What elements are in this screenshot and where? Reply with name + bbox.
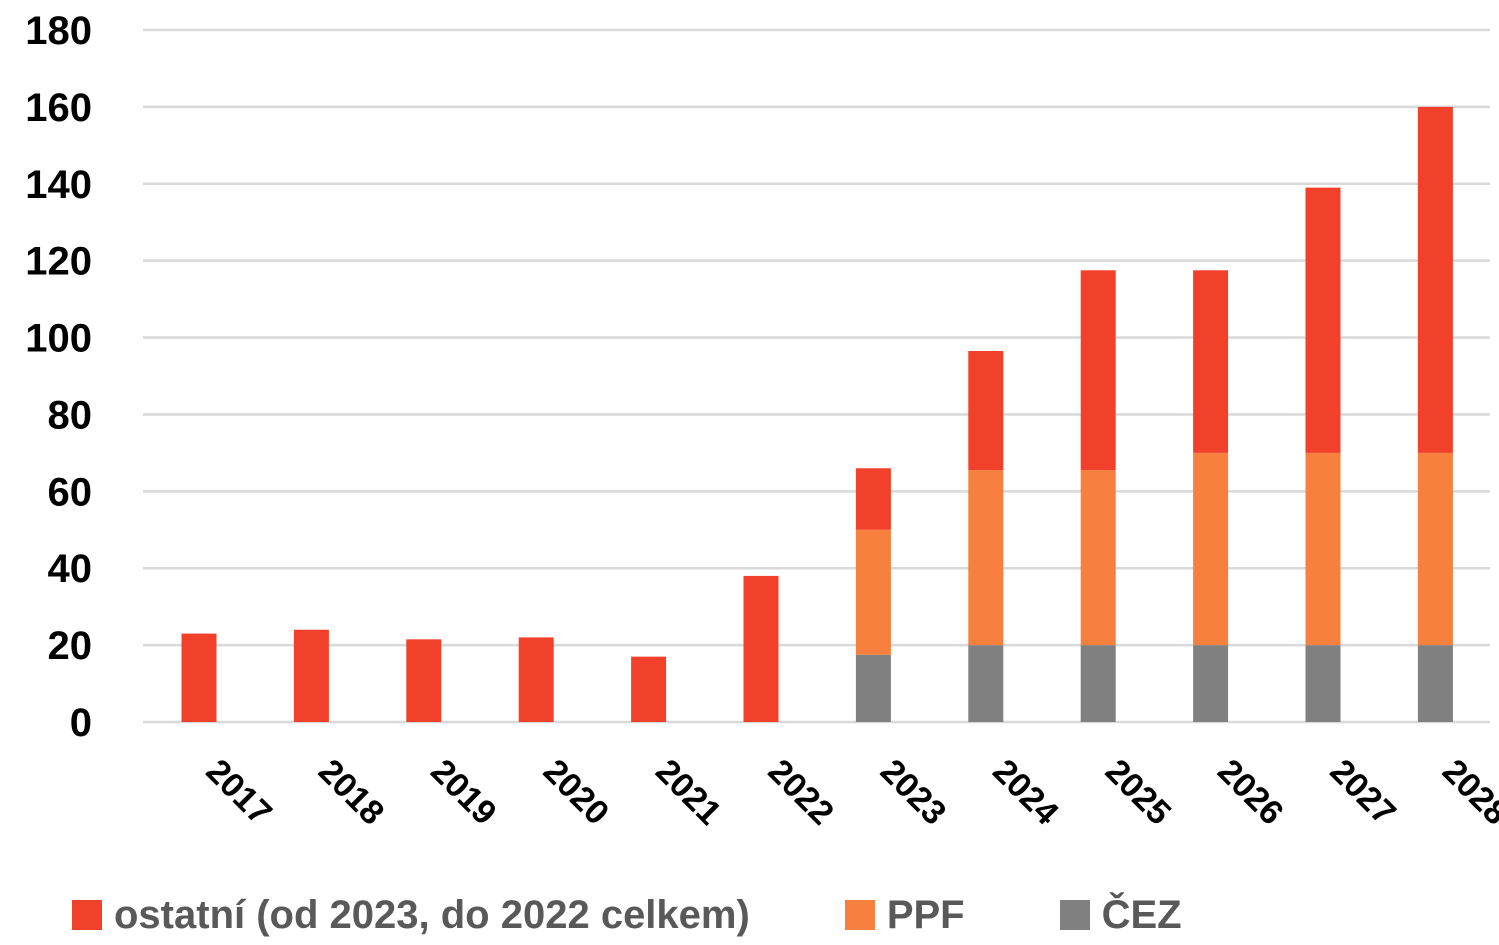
bar-2021-series-2 [631, 656, 667, 722]
legend-label-cez: ČEZ [1101, 892, 1182, 937]
bar-2027-series-2 [1305, 187, 1341, 453]
bar-2023-series-0 [855, 654, 891, 722]
bar-2023-series-1 [855, 529, 891, 655]
legend-swatch-ppf [844, 900, 875, 930]
x-tick-label-2020: 2020 [536, 752, 616, 832]
bar-2025-series-1 [1080, 470, 1116, 646]
legend-label-ppf: PPF [886, 892, 965, 937]
x-tick-label-2028: 2028 [1435, 752, 1499, 832]
bar-2022-series-2 [743, 575, 779, 722]
x-tick-label-2018: 2018 [311, 752, 391, 832]
bar-2028-series-1 [1417, 452, 1453, 646]
legend: ostatní (od 2023, do 2022 celkem) PPF ČE… [72, 885, 1182, 945]
stacked-bar-chart: 0 20 40 60 80 100 120 140 160 180 2017 2018 2019 2020… [25, 9, 1499, 832]
y-tick-label-180: 180 [25, 9, 92, 53]
y-tick-label-60: 60 [48, 470, 93, 514]
legend-item-ostatni: ostatní (od 2023, do 2022 celkem) [72, 893, 750, 938]
y-tick-label-40: 40 [48, 547, 93, 591]
bar-2028-series-2 [1417, 106, 1453, 453]
x-tick-label-2025: 2025 [1098, 752, 1178, 832]
bar-2027-series-1 [1305, 452, 1341, 646]
bar-2026-series-0 [1193, 645, 1229, 722]
bar-2027-series-0 [1305, 645, 1341, 722]
bar-2018-series-2 [293, 629, 329, 722]
x-tick-label-2022: 2022 [761, 752, 841, 832]
y-tick-label-20: 20 [48, 624, 93, 668]
bar-2019-series-2 [406, 639, 442, 722]
y-tick-label-160: 160 [25, 86, 92, 130]
bar-2026-series-2 [1193, 270, 1229, 453]
x-tick-label-2024: 2024 [985, 752, 1065, 832]
x-tick-label-2027: 2027 [1323, 752, 1403, 832]
legend-label-ostatni: ostatní (od 2023, do 2022 celkem) [114, 892, 750, 937]
y-tick-label-80: 80 [48, 393, 93, 437]
x-tick-label-2019: 2019 [423, 752, 503, 832]
bar-2028-series-0 [1417, 645, 1453, 722]
y-tick-label-120: 120 [25, 240, 92, 284]
legend-item-ppf: PPF [844, 892, 965, 938]
x-tick-label-2023: 2023 [873, 752, 953, 832]
legend-swatch-ostatni [72, 900, 102, 930]
bar-2025-series-0 [1080, 645, 1116, 722]
y-tick-label-140: 140 [25, 163, 92, 207]
bar-2024-series-1 [968, 470, 1004, 646]
bar-2026-series-1 [1193, 452, 1229, 646]
legend-item-cez: ČEZ [1059, 892, 1182, 938]
bar-2025-series-2 [1080, 270, 1116, 471]
y-tick-label-100: 100 [25, 317, 92, 361]
bar-2023-series-2 [855, 468, 891, 530]
legend-swatch-cez [1059, 900, 1090, 930]
bar-2020-series-2 [518, 637, 554, 722]
bar-2017-series-2 [181, 633, 217, 722]
x-tick-label-2017: 2017 [199, 752, 279, 832]
bar-2024-series-0 [968, 645, 1004, 722]
y-tick-label-0: 0 [70, 701, 92, 745]
bar-2024-series-2 [968, 351, 1004, 471]
x-tick-label-2021: 2021 [648, 752, 728, 832]
x-tick-label-2026: 2026 [1210, 752, 1290, 832]
